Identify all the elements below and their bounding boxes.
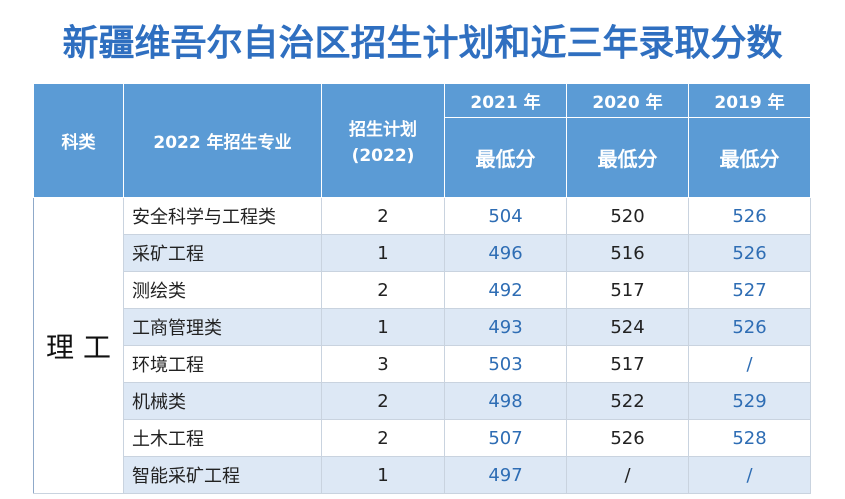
score-2020: 522 bbox=[566, 382, 689, 420]
score-2020: 520 bbox=[566, 197, 689, 235]
score-table: 科类 2022 年招生专业 招生计划 (2022) 2021 年 2020 年 2… bbox=[33, 83, 811, 494]
header-score: 最低分 bbox=[566, 117, 689, 198]
header-year: 2021 年 bbox=[444, 83, 567, 118]
score-2020: 524 bbox=[566, 308, 689, 346]
score-2019: / bbox=[688, 456, 811, 494]
score-2021: 493 bbox=[444, 308, 567, 346]
score-2021: 497 bbox=[444, 456, 567, 494]
score-2019: / bbox=[688, 345, 811, 383]
header-score: 最低分 bbox=[444, 117, 567, 198]
table-row: 采矿工程 1 496 516 526 bbox=[34, 234, 811, 272]
plan: 2 bbox=[321, 197, 445, 235]
score-2021: 503 bbox=[444, 345, 567, 383]
score-2019: 527 bbox=[688, 271, 811, 309]
plan: 2 bbox=[321, 271, 445, 309]
header-category: 科类 bbox=[33, 83, 124, 198]
plan: 3 bbox=[321, 345, 445, 383]
table-row: 土木工程 2 507 526 528 bbox=[34, 419, 811, 457]
plan: 1 bbox=[321, 234, 445, 272]
header-plan-line: (2022) bbox=[351, 146, 415, 166]
table-row: 机械类 2 498 522 529 bbox=[34, 382, 811, 420]
header-score: 最低分 bbox=[688, 117, 811, 198]
score-2019: 526 bbox=[688, 308, 811, 346]
score-2021: 498 bbox=[444, 382, 567, 420]
major: 土木工程 bbox=[123, 419, 322, 457]
score-2019: 526 bbox=[688, 197, 811, 235]
table-row: 测绘类 2 492 517 527 bbox=[34, 271, 811, 309]
score-2020: / bbox=[566, 456, 689, 494]
header-year: 2020 年 bbox=[566, 83, 689, 118]
page-title: 新疆维吾尔自治区招生计划和近三年录取分数 bbox=[62, 23, 783, 64]
score-2021: 504 bbox=[444, 197, 567, 235]
table-row: 智能采矿工程 1 497// bbox=[34, 456, 811, 494]
header-plan: 招生计划 (2022) bbox=[321, 83, 445, 198]
score-2019: 529 bbox=[688, 382, 811, 420]
score-2021: 507 bbox=[444, 419, 567, 457]
score-2020: 517 bbox=[566, 345, 689, 383]
plan: 2 bbox=[321, 419, 445, 457]
header-major: 2022 年招生专业 bbox=[123, 83, 322, 198]
major: 环境工程 bbox=[123, 345, 322, 383]
category: 理 工 bbox=[33, 197, 124, 494]
table-row: 工商管理类 1 493 524 526 bbox=[34, 308, 811, 346]
major: 安全科学与工程类 bbox=[123, 197, 322, 235]
score-2020: 517 bbox=[566, 271, 689, 309]
header-year: 2019 年 bbox=[688, 83, 811, 118]
plan: 1 bbox=[321, 456, 445, 494]
score-2019: 526 bbox=[688, 234, 811, 272]
score-2019: 528 bbox=[688, 419, 811, 457]
plan: 1 bbox=[321, 308, 445, 346]
major: 智能采矿工程 bbox=[123, 456, 322, 494]
major: 工商管理类 bbox=[123, 308, 322, 346]
plan: 2 bbox=[321, 382, 445, 420]
major: 机械类 bbox=[123, 382, 322, 420]
table-body: 理 工安全科学与工程类 2 504 520 526 采矿工程 1 496 516 526 测绘类 2 4… bbox=[33, 197, 811, 494]
major: 采矿工程 bbox=[123, 234, 322, 272]
score-2020: 516 bbox=[566, 234, 689, 272]
score-2021: 496 bbox=[444, 234, 567, 272]
score-2020: 526 bbox=[566, 419, 689, 457]
table-row: 理 工安全科学与工程类 2 504 520 526 bbox=[33, 197, 811, 494]
header-plan-line: 招生计划 bbox=[349, 120, 417, 140]
major: 测绘类 bbox=[123, 271, 322, 309]
score-2021: 492 bbox=[444, 271, 567, 309]
table-row: 环境工程 3 503 517/ bbox=[34, 345, 811, 383]
